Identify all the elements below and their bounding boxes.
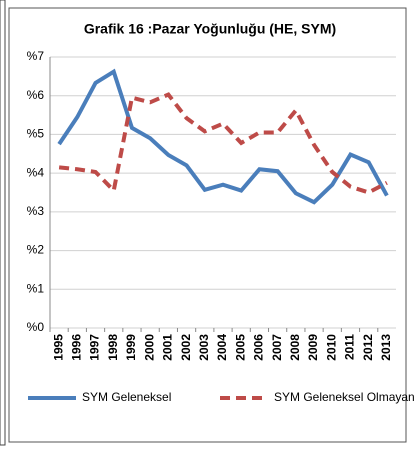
- x-tick-label: 2002: [179, 334, 193, 361]
- y-tick-label: %6: [27, 88, 45, 102]
- x-tick-label: 2010: [324, 334, 338, 361]
- y-tick-label: %5: [27, 127, 45, 141]
- y-tick-label: %1: [27, 281, 45, 295]
- x-tick-label: 2009: [306, 334, 320, 361]
- x-tick-label: 2011: [343, 334, 357, 360]
- series-line: [57, 68, 389, 205]
- x-tick-label: 1996: [69, 334, 83, 361]
- chart-frame: [8, 7, 407, 443]
- x-tick-label: 2007: [270, 334, 284, 361]
- legend-label: SYM Geleneksel: [82, 390, 171, 404]
- x-tick-label: 2004: [215, 334, 229, 361]
- x-tick-label: 2005: [233, 334, 247, 361]
- x-tick-label: 2003: [197, 334, 211, 361]
- y-tick-label: %7: [27, 49, 45, 63]
- x-tick-label: 2013: [379, 334, 393, 361]
- x-tick-label: 1998: [106, 334, 120, 361]
- x-tick-label: 1995: [51, 334, 65, 361]
- legend-label: SYM Geleneksel Olmayan: [274, 390, 414, 404]
- x-tick-label: 2001: [161, 334, 175, 361]
- x-tick-label: 2008: [288, 334, 302, 361]
- y-tick-label: %4: [27, 165, 45, 179]
- x-tick-label: 2012: [361, 334, 375, 361]
- neighbor-frame: [0, 0, 6, 446]
- x-tick-label: 1999: [124, 334, 138, 361]
- y-tick-label: %3: [27, 204, 45, 218]
- x-tick-label: 1997: [88, 334, 102, 361]
- series-line: [58, 92, 388, 195]
- y-tick-label: %0: [27, 320, 45, 334]
- x-tick-label: 2000: [142, 334, 156, 361]
- chart-title: Grafik 16 :Pazar Yoğunluğu (HE, SYM): [84, 21, 336, 37]
- y-tick-label: %2: [27, 243, 45, 257]
- x-tick-label: 2006: [252, 334, 266, 361]
